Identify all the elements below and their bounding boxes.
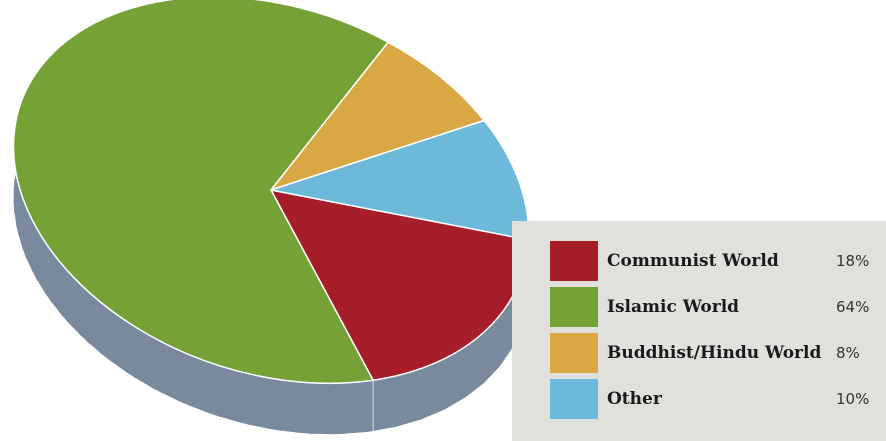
legend-label: Communist World <box>607 251 779 271</box>
legend-label: Buddhist/Hindu World <box>607 343 822 363</box>
legend-value: 8% <box>836 344 860 362</box>
legend-item-buddhist-hindu-world: Buddhist/Hindu World 8% <box>550 333 886 373</box>
pie-top <box>12 0 530 384</box>
legend-label: Other <box>607 389 662 409</box>
legend-value: 18% <box>836 252 870 270</box>
legend-item-communist-world: Communist World 18% <box>550 241 886 281</box>
legend-item-islamic-world: Islamic World 64% <box>550 287 886 327</box>
legend-swatch <box>550 333 598 373</box>
legend-item-other: Other 10% <box>550 379 886 419</box>
pie-slice-buddhist-hindu-world <box>270 41 485 191</box>
legend-label: Islamic World <box>607 297 740 317</box>
legend-swatch <box>550 287 598 327</box>
pie-slice-islamic-world <box>12 0 389 384</box>
legend-value: 10% <box>836 390 870 408</box>
legend-swatch <box>550 379 598 419</box>
legend-value: 64% <box>836 298 870 316</box>
legend-swatch <box>550 241 598 281</box>
legend: Communist World 18% Islamic World 64% Bu… <box>512 221 886 441</box>
